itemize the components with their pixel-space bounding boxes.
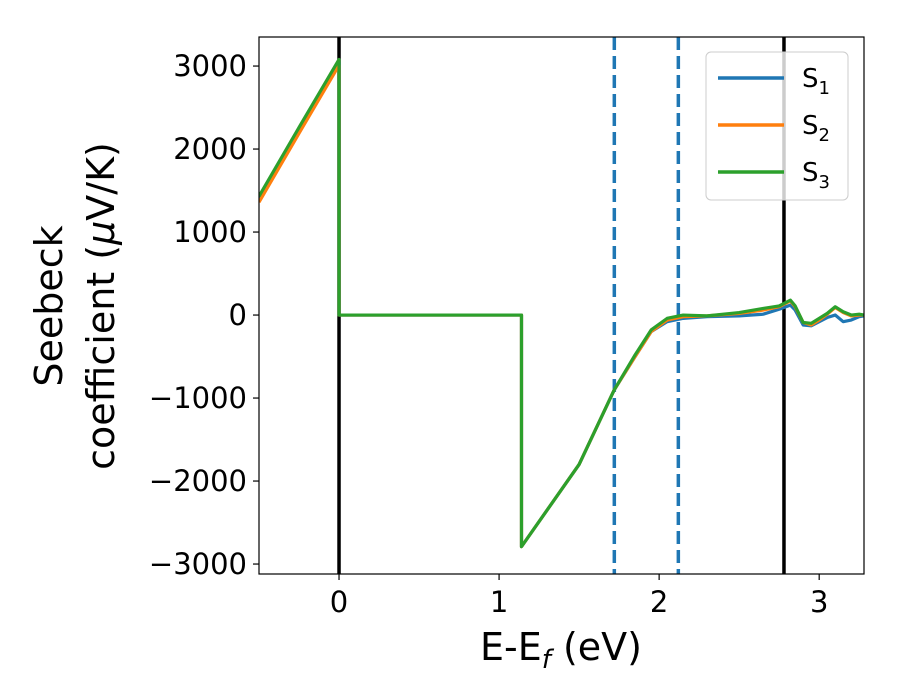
y-axis-label-coefficient: coefficient ( bbox=[79, 245, 123, 470]
series-lines bbox=[259, 57, 864, 549]
plot-frame bbox=[258, 36, 865, 575]
x-axis-label-main: E-E bbox=[480, 625, 542, 669]
y-axis-label-line1: Seebeck bbox=[27, 225, 71, 386]
y-axis-ticks: −3000 −2000 −1000 0 1000 2000 3000 bbox=[149, 49, 259, 581]
x-axis-label: E-Ef (eV) bbox=[480, 625, 642, 675]
series-line-3 bbox=[259, 57, 864, 549]
y-tick-label: 2000 bbox=[173, 132, 247, 166]
y-tick-label: 3000 bbox=[173, 49, 247, 83]
y-axis-label: Seebeck coefficient (μV/K) bbox=[27, 142, 123, 470]
x-tick-label: 0 bbox=[330, 585, 348, 619]
legend-label-3: S3 bbox=[802, 158, 830, 193]
x-tick-label: 2 bbox=[650, 585, 668, 619]
x-tick-label: 1 bbox=[490, 585, 508, 619]
y-axis-label-line2: coefficient (μV/K) bbox=[79, 142, 123, 470]
y-tick-label: −1000 bbox=[149, 381, 247, 415]
legend: S1 S2 S3 bbox=[705, 51, 849, 201]
legend-label-2: S2 bbox=[802, 111, 830, 146]
x-tick-label: 3 bbox=[810, 585, 828, 619]
y-tick-label: −3000 bbox=[149, 547, 247, 581]
x-axis-label-unit: (eV) bbox=[551, 625, 642, 669]
y-axis-label-unit: V/K) bbox=[79, 142, 123, 221]
y-tick-label: −2000 bbox=[149, 464, 247, 498]
x-axis-ticks: 0 1 2 3 bbox=[330, 574, 828, 619]
legend-label-1: S1 bbox=[802, 64, 830, 99]
y-axis-label-mu: μ bbox=[79, 221, 123, 246]
y-tick-label: 1000 bbox=[173, 215, 247, 249]
y-tick-label: 0 bbox=[229, 298, 247, 332]
